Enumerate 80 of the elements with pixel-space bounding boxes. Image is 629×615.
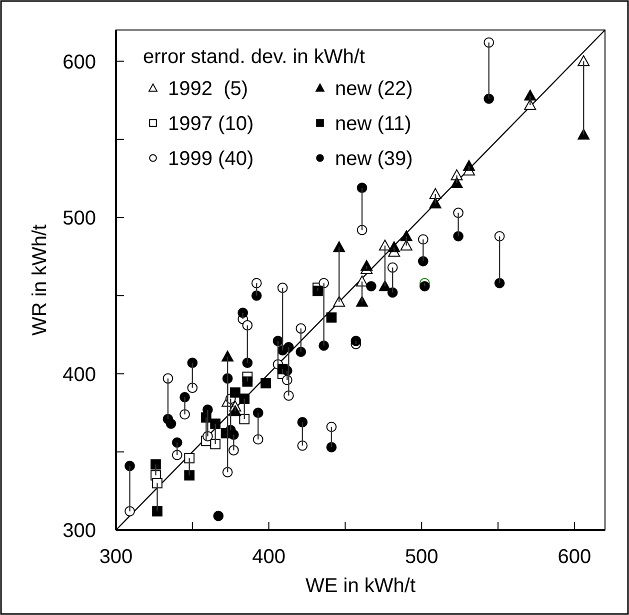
point: [453, 208, 464, 218]
legend-title: error stand. dev. in kWh/t: [143, 46, 366, 68]
x-tick-label: 300: [99, 546, 133, 568]
point: [429, 188, 442, 199]
point: [239, 414, 250, 424]
legend-label: new (22): [335, 78, 413, 100]
point: [356, 296, 368, 307]
point: [222, 350, 234, 362]
point: [297, 417, 308, 428]
point: [184, 470, 195, 480]
point: [252, 434, 264, 445]
point: [230, 387, 240, 398]
point: [296, 323, 306, 334]
point: [326, 312, 337, 323]
legend-label: new (39): [335, 148, 413, 170]
point: [242, 358, 253, 368]
point: [297, 440, 308, 451]
point: [420, 281, 430, 292]
point: [494, 231, 505, 242]
point: [162, 373, 174, 384]
point: [251, 290, 262, 301]
point: [524, 99, 536, 110]
point: [172, 437, 182, 448]
point: [213, 510, 224, 522]
point: [210, 438, 221, 450]
point: [326, 442, 337, 452]
point: [484, 37, 494, 48]
point: [222, 467, 233, 478]
point: [187, 382, 198, 393]
point: [578, 128, 590, 140]
point: [172, 450, 182, 460]
y-tick-label: 600: [62, 51, 96, 74]
y-tick-label: 400: [62, 364, 96, 386]
point: [239, 394, 250, 404]
point: [277, 282, 288, 293]
point: [484, 94, 494, 104]
point: [429, 197, 442, 208]
point: [296, 346, 306, 358]
point: [326, 422, 337, 432]
point: [387, 262, 398, 273]
point: [150, 459, 161, 470]
legend-label: 1992 (5): [168, 78, 248, 100]
point: [166, 418, 176, 429]
point: [312, 286, 323, 296]
point: [152, 478, 162, 488]
point: [578, 55, 590, 66]
point: [462, 160, 475, 171]
point: [350, 336, 362, 346]
point: [242, 376, 253, 387]
point: [124, 460, 135, 472]
point: [260, 378, 271, 388]
point: [318, 340, 329, 351]
point: [251, 278, 262, 288]
point: [366, 281, 376, 292]
point: [284, 390, 294, 401]
point: [388, 241, 400, 252]
point: [184, 452, 195, 464]
point: [333, 296, 346, 307]
point: [524, 90, 536, 101]
legend-label: 1999 (40): [168, 148, 254, 170]
point: [360, 260, 373, 271]
point: [387, 287, 398, 298]
legend-label: 1997 (10): [168, 113, 254, 135]
x-tick-label: 600: [558, 546, 592, 568]
point: [356, 182, 368, 193]
point: [210, 418, 221, 429]
point: [242, 320, 253, 330]
point: [187, 358, 198, 368]
y-axis-title: WR in kWh/t: [29, 224, 51, 336]
point: [356, 224, 368, 236]
y-tick-label: 300: [62, 520, 96, 542]
legend-label: new (11): [335, 113, 412, 135]
x-axis-title: WE in kWh/t: [305, 575, 416, 597]
point: [152, 506, 162, 516]
point: [252, 408, 264, 418]
x-tick-label: 500: [404, 546, 438, 568]
x-tick-label: 400: [252, 546, 286, 568]
y-tick-label: 500: [62, 208, 96, 230]
point: [494, 278, 505, 288]
point: [333, 241, 346, 252]
